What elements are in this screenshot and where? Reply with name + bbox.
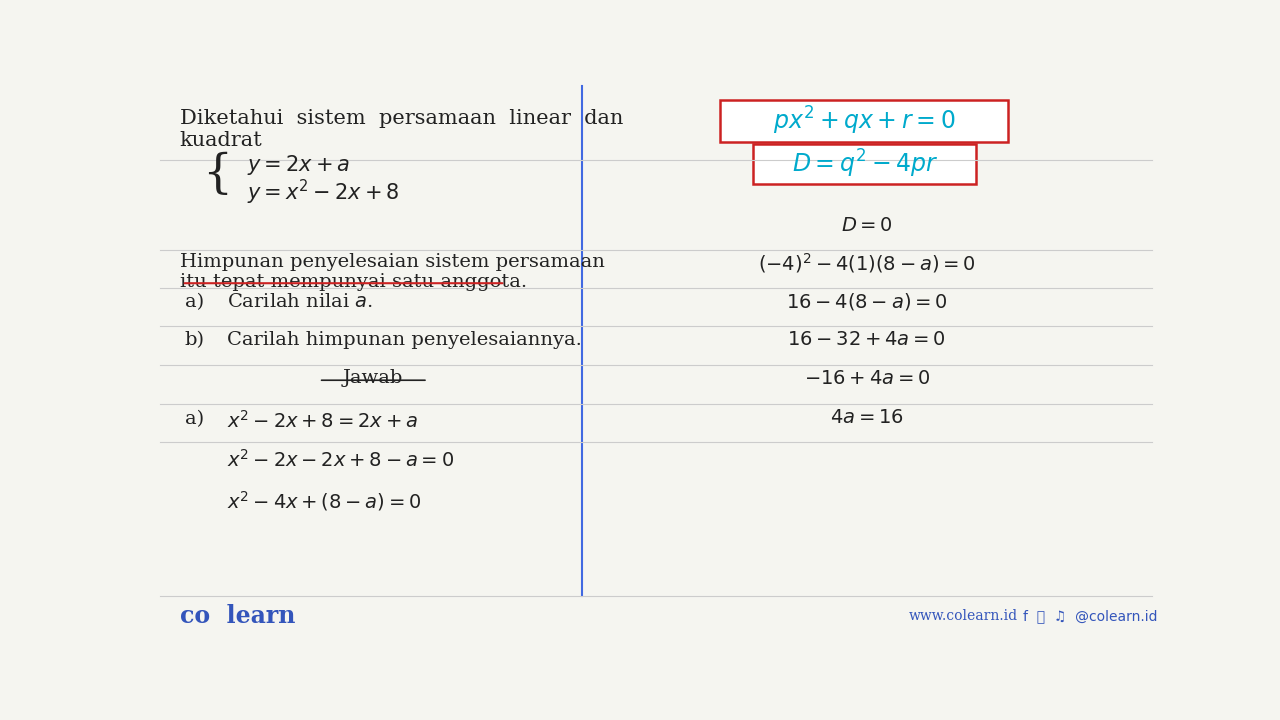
Text: a): a) [184,292,204,310]
Text: Himpunan penyelesaian sistem persamaan: Himpunan penyelesaian sistem persamaan [179,253,604,271]
Text: $-16 + 4a = 0$: $-16 + 4a = 0$ [804,370,931,388]
Text: $4a = 16$: $4a = 16$ [829,409,904,427]
Text: co  learn: co learn [179,604,296,629]
Text: $y = 2x + a$: $y = 2x + a$ [247,153,351,177]
Text: Jawab: Jawab [343,369,403,387]
Text: Carilah nilai $a$.: Carilah nilai $a$. [228,292,374,310]
Text: $16 - 4(8 - a) = 0$: $16 - 4(8 - a) = 0$ [786,291,947,312]
Text: $px^2 + qx + r = 0$: $px^2 + qx + r = 0$ [773,105,956,137]
Text: Diketahui  sistem  persamaan  linear  dan: Diketahui sistem persamaan linear dan [179,109,623,127]
Text: $y = x^2 - 2x + 8$: $y = x^2 - 2x + 8$ [247,179,399,207]
Text: www.colearn.id: www.colearn.id [909,609,1018,624]
Text: b): b) [184,331,205,349]
Text: $x^2 - 2x + 8 = 2x + a$: $x^2 - 2x + 8 = 2x + a$ [228,410,419,432]
Text: {: { [202,152,232,197]
Text: f  ⓞ  ♫  @colearn.id: f ⓞ ♫ @colearn.id [1023,609,1157,624]
FancyBboxPatch shape [753,144,977,184]
Text: $D = q^2 - 4pr$: $D = q^2 - 4pr$ [791,148,938,180]
Text: $x^2 - 2x - 2x + 8 - a = 0$: $x^2 - 2x - 2x + 8 - a = 0$ [228,449,454,471]
Text: $(-4)^2 - 4(1)(8 - a) = 0$: $(-4)^2 - 4(1)(8 - a) = 0$ [758,251,975,275]
Text: Carilah himpunan penyelesaiannya.: Carilah himpunan penyelesaiannya. [228,331,582,349]
Text: a): a) [184,410,204,428]
Text: $16 - 32 + 4a = 0$: $16 - 32 + 4a = 0$ [787,331,946,349]
Text: $x^2 - 4x + (8 - a) = 0$: $x^2 - 4x + (8 - a) = 0$ [228,489,422,513]
Text: itu tepat mempunyai satu anggota.: itu tepat mempunyai satu anggota. [179,273,527,291]
FancyBboxPatch shape [721,100,1009,142]
Text: $D = 0$: $D = 0$ [841,217,892,235]
Text: kuadrat: kuadrat [179,131,262,150]
